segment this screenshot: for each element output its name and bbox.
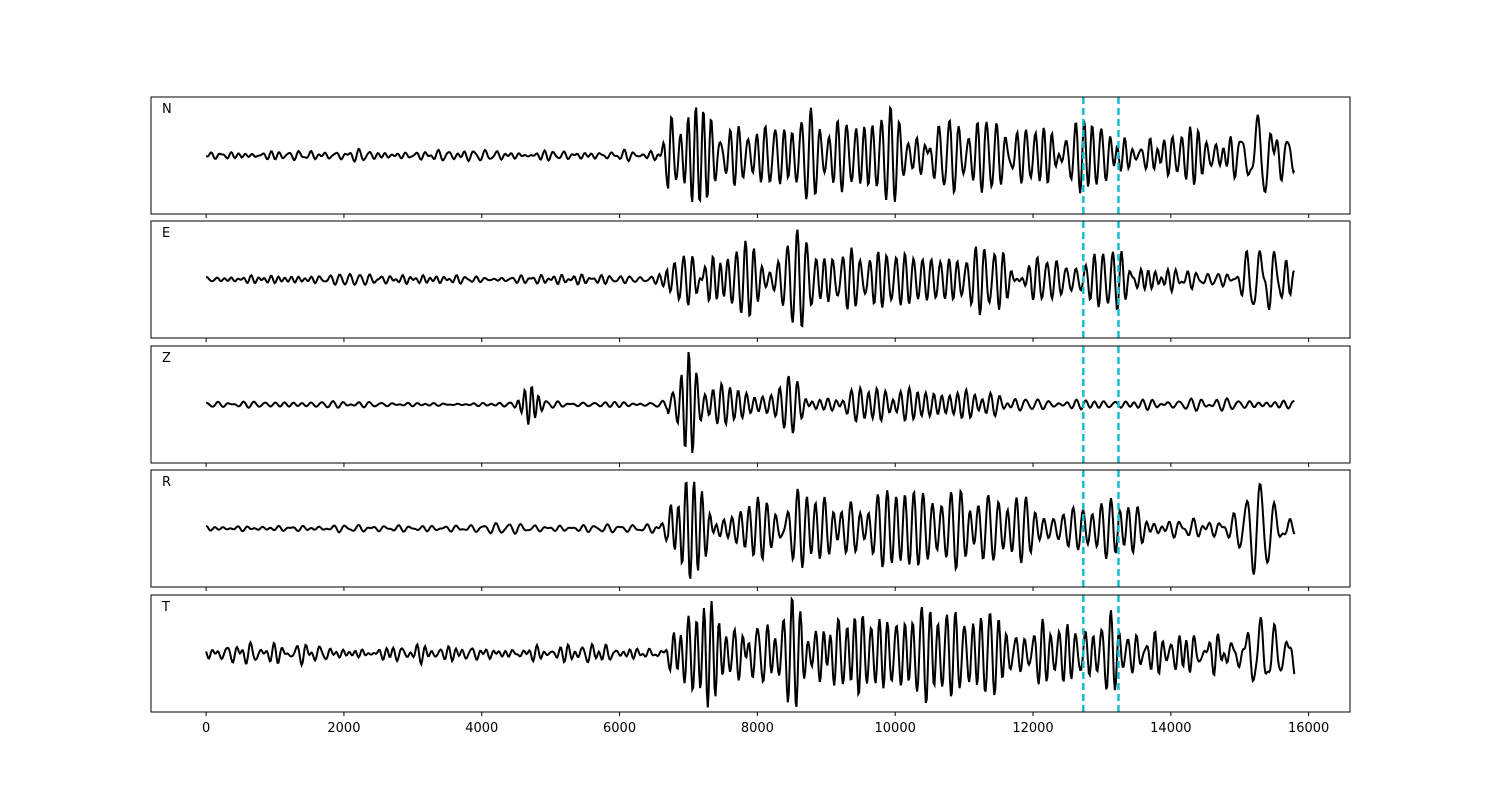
panel-frame [150, 469, 1351, 588]
panel-z: Z [150, 345, 1351, 467]
x-tick-label: 8000 [741, 721, 774, 736]
trace-t [205, 596, 1296, 708]
x-tick-label: 14000 [1150, 721, 1191, 736]
panel-frame [150, 96, 1351, 215]
channel-label: R [162, 475, 171, 490]
trace-r [205, 481, 1296, 579]
trace-z [205, 351, 1295, 454]
x-tick-label: 4000 [465, 721, 498, 736]
trace-e [206, 229, 1296, 328]
channel-label: T [161, 600, 170, 615]
panel-frame [150, 594, 1351, 713]
x-tick-label: 10000 [875, 721, 916, 736]
panel-e: E [150, 220, 1351, 342]
panel-frame [150, 220, 1351, 339]
x-tick-label: 12000 [1012, 721, 1053, 736]
x-tick-label: 2000 [327, 721, 360, 736]
x-tick-label: 0 [202, 721, 210, 736]
x-tick-label: 6000 [603, 721, 636, 736]
channel-label: E [162, 226, 170, 241]
channel-label: N [162, 102, 172, 117]
channel-label: Z [162, 351, 171, 366]
trace-n [205, 104, 1296, 204]
panel-r: R [150, 469, 1351, 591]
panel-n: N [150, 96, 1351, 218]
x-tick-label: 16000 [1288, 721, 1329, 736]
panel-t: T [150, 594, 1351, 716]
panel-frame [150, 345, 1351, 464]
